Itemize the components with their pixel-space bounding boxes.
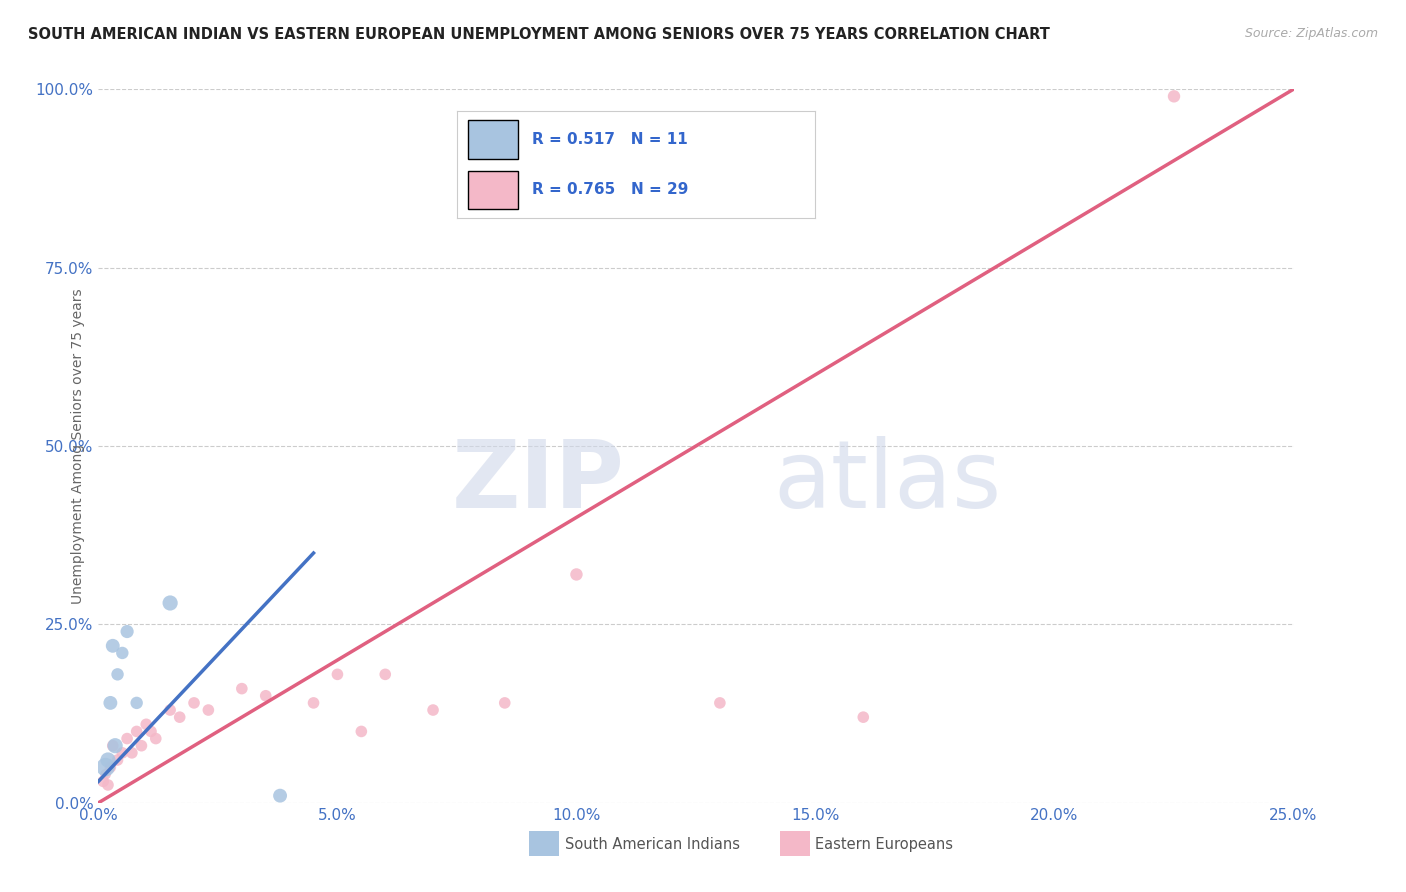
Point xyxy=(1163,89,1185,103)
Point xyxy=(231,681,253,696)
Point xyxy=(101,739,124,753)
Point xyxy=(494,696,516,710)
Point xyxy=(169,710,191,724)
Point xyxy=(350,724,373,739)
Text: SOUTH AMERICAN INDIAN VS EASTERN EUROPEAN UNEMPLOYMENT AMONG SENIORS OVER 75 YEA: SOUTH AMERICAN INDIAN VS EASTERN EUROPEA… xyxy=(28,27,1050,42)
Point xyxy=(125,696,148,710)
Point xyxy=(94,767,117,781)
Point xyxy=(159,703,181,717)
Point xyxy=(98,696,122,710)
Point xyxy=(91,774,114,789)
Text: atlas: atlas xyxy=(773,435,1002,528)
Point xyxy=(139,724,162,739)
Point xyxy=(302,696,325,710)
Point xyxy=(111,646,134,660)
Point xyxy=(94,760,117,774)
Point xyxy=(131,739,153,753)
Point xyxy=(107,753,129,767)
Point xyxy=(709,696,731,710)
Point xyxy=(852,710,875,724)
Point xyxy=(115,624,138,639)
Point xyxy=(326,667,349,681)
Point xyxy=(98,760,122,774)
Point xyxy=(101,639,124,653)
Text: Eastern Europeans: Eastern Europeans xyxy=(815,837,953,852)
Point xyxy=(183,696,205,710)
Point xyxy=(145,731,167,746)
Point xyxy=(159,596,181,610)
Point xyxy=(422,703,444,717)
Point xyxy=(115,731,138,746)
Point xyxy=(121,746,143,760)
Point xyxy=(197,703,219,717)
Point xyxy=(111,746,134,760)
Text: Source: ZipAtlas.com: Source: ZipAtlas.com xyxy=(1244,27,1378,40)
Text: South American Indians: South American Indians xyxy=(565,837,740,852)
Point xyxy=(97,753,120,767)
Point xyxy=(565,567,588,582)
Text: ZIP: ZIP xyxy=(451,435,624,528)
Point xyxy=(97,778,120,792)
Point xyxy=(374,667,396,681)
Point xyxy=(269,789,291,803)
Point xyxy=(125,724,148,739)
Point xyxy=(104,739,127,753)
Point xyxy=(107,667,129,681)
Point xyxy=(254,689,277,703)
Point xyxy=(135,717,157,731)
Y-axis label: Unemployment Among Seniors over 75 years: Unemployment Among Seniors over 75 years xyxy=(70,288,84,604)
